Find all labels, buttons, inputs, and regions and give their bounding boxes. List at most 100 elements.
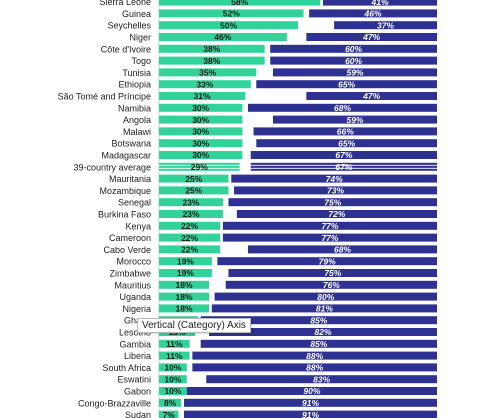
- data-label-series-1: 38%: [203, 44, 220, 54]
- data-label-series-1: 11%: [166, 351, 183, 361]
- data-label-series-1: 23%: [182, 197, 199, 207]
- bar-series-1: [159, 186, 229, 195]
- bar-series-1: [159, 387, 187, 395]
- bar-series-2: [250, 151, 437, 159]
- bar-series-1: [159, 245, 221, 254]
- data-label-series-1: 22%: [181, 233, 198, 243]
- bar-series-2: [184, 410, 437, 418]
- data-label-series-1: 30%: [192, 150, 209, 160]
- bar-series-2: [206, 375, 437, 384]
- bar-series-2: [209, 328, 437, 336]
- data-label-series-1: 35%: [199, 68, 216, 78]
- data-label-series-2: 59%: [346, 68, 363, 78]
- data-label-series-2: 47%: [362, 32, 380, 42]
- data-label-series-1: 10%: [164, 363, 181, 373]
- category-label: Cameroon: [109, 233, 151, 243]
- data-label-series-2: 77%: [321, 221, 338, 231]
- bar-series-2: [225, 280, 437, 289]
- bar-series-2: [270, 56, 437, 65]
- bar-series-1: [159, 280, 210, 289]
- bar-series-1: [159, 0, 321, 6]
- category-label: Senegal: [118, 198, 151, 208]
- category-label: Tunisia: [122, 68, 151, 78]
- bar-series-1: [159, 174, 229, 183]
- data-label-series-1: 19%: [177, 268, 194, 278]
- bar-series-2: [272, 68, 437, 77]
- data-label-series-2: 68%: [334, 103, 351, 113]
- category-label: Mauritania: [109, 174, 151, 184]
- data-label-series-2: 82%: [315, 327, 332, 337]
- bar-series-2: [247, 103, 437, 112]
- bar-series-1: [159, 44, 265, 53]
- category-label: Namibia: [118, 103, 151, 113]
- category-label: Eswatini: [117, 375, 151, 385]
- data-label-series-1: 33%: [196, 79, 213, 89]
- bar-series-2: [200, 316, 437, 325]
- data-label-series-2: 72%: [328, 209, 345, 219]
- category-label: Mauritius: [114, 280, 151, 290]
- data-label-series-1: 31%: [194, 91, 211, 101]
- category-label: Mozambique: [99, 186, 151, 196]
- data-label-series-1: 52%: [223, 9, 240, 19]
- category-label: Gambia: [119, 339, 151, 349]
- bar-series-1: [159, 9, 304, 18]
- bar-series-2: [228, 198, 437, 207]
- bar-series-1: [159, 115, 243, 124]
- bar-series-2: [306, 33, 437, 41]
- bar-series-1: [159, 339, 190, 348]
- data-label-series-1: 30%: [192, 103, 209, 113]
- bar-series-1: [159, 233, 221, 242]
- category-label: Guinea: [122, 9, 151, 19]
- data-label-series-2: 67%: [335, 150, 352, 160]
- data-label-series-2: 37%: [377, 20, 394, 30]
- bar-series-2: [192, 363, 437, 372]
- data-label-series-1: 11%: [166, 339, 183, 349]
- data-label-series-1: 10%: [164, 386, 181, 396]
- bar-series-2: [211, 304, 437, 313]
- data-label-series-1: 18%: [176, 304, 193, 314]
- bar-series-2: [184, 398, 437, 407]
- data-label-series-2: 91%: [302, 398, 319, 408]
- bar-series-1: [159, 269, 212, 277]
- bar-series-2: [247, 245, 437, 254]
- bar-series-1: [159, 304, 210, 313]
- data-label-series-2: 81%: [316, 304, 333, 314]
- data-label-series-2: 80%: [317, 292, 334, 302]
- bar-series-1: [159, 80, 251, 89]
- data-label-series-1: 18%: [176, 280, 193, 290]
- bar-series-2: [309, 9, 437, 18]
- bar-series-2: [334, 21, 437, 30]
- data-label-series-1: 8%: [164, 398, 177, 408]
- data-label-series-1: 30%: [192, 138, 209, 148]
- bar-series-2: [323, 0, 437, 6]
- data-label-series-2: 65%: [338, 138, 355, 148]
- data-label-series-2: 47%: [362, 91, 380, 101]
- bar-series-2: [306, 92, 437, 100]
- data-label-series-1: 23%: [182, 209, 199, 219]
- category-label: Seychelles: [107, 21, 151, 31]
- bar-series-1: [159, 363, 187, 372]
- data-label-series-2: 88%: [306, 363, 323, 373]
- category-label: Congo-Brazzaville: [78, 398, 151, 408]
- data-label-series-2: 85%: [310, 315, 327, 325]
- category-label: São Tomé and Príncipe: [58, 92, 151, 102]
- category-label: Cabo Verde: [103, 245, 151, 255]
- data-label-series-2: 83%: [313, 374, 330, 384]
- category-label: Gabon: [124, 387, 151, 397]
- category-label: Madagascar: [101, 151, 151, 161]
- data-label-series-2: 66%: [337, 127, 354, 137]
- data-label-series-2: 77%: [321, 233, 338, 243]
- category-label: Niger: [129, 33, 151, 43]
- bar-series-1: [159, 257, 212, 266]
- data-label-series-2: 76%: [323, 280, 340, 290]
- bar-series-2: [270, 44, 437, 53]
- data-label-series-1: 46%: [214, 32, 231, 42]
- bar-series-2: [228, 269, 437, 277]
- data-label-series-1: 10%: [164, 374, 181, 384]
- category-label: Sudan: [125, 410, 151, 418]
- category-label: Kenya: [125, 221, 151, 231]
- category-label: Uganda: [119, 292, 151, 302]
- bar-series-2: [186, 387, 437, 395]
- data-label-series-1: 30%: [192, 115, 209, 125]
- bar-series-2: [256, 80, 437, 89]
